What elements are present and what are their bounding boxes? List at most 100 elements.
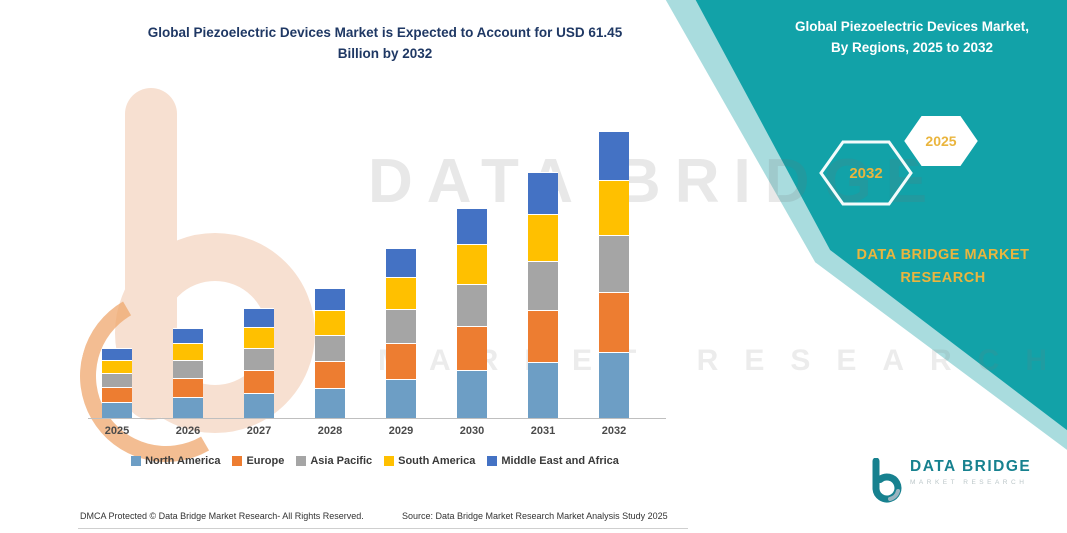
brand-wordmark-line2: RESEARCH [900, 270, 986, 286]
x-axis-label-2025: 2025 [104, 425, 130, 437]
legend-item-asia-pacific: Asia Pacific [296, 455, 372, 467]
bar-segment-asia-pacific [528, 261, 558, 310]
bar-segment-europe [173, 378, 203, 397]
bar-segment-south-america [457, 244, 487, 284]
bar-segment-north-america [173, 397, 203, 418]
bar-segment-south-america [528, 214, 558, 261]
databridge-logo: DATA BRIDGE MARKET RESEARCH [866, 458, 1031, 504]
source-notice: Source: Data Bridge Market Research Mark… [402, 511, 668, 521]
bar-segment-south-america [102, 360, 132, 373]
legend-swatch [232, 456, 243, 466]
chart-title-line1: Global Piezoelectric Devices Market is E… [147, 25, 623, 40]
chart-title: Global Piezoelectric Devices Market is E… [85, 22, 685, 64]
x-axis-label-2030: 2030 [459, 425, 485, 437]
bar-segment-europe [244, 370, 274, 393]
x-axis-label-2026: 2026 [175, 425, 201, 437]
bar-segment-asia-pacific [102, 373, 132, 387]
x-axis-label-2032: 2032 [601, 425, 627, 437]
bar-segment-middle-east-and-africa [528, 172, 558, 214]
databridge-logo-subtitle: MARKET RESEARCH [910, 479, 1028, 486]
bar-2031 [528, 172, 558, 418]
bar-segment-south-america [599, 180, 629, 235]
plot-area [88, 118, 666, 419]
dmca-notice: DMCA Protected © Data Bridge Market Rese… [80, 511, 364, 521]
bar-segment-south-america [315, 310, 345, 335]
bar-2032 [599, 131, 629, 418]
bar-2027 [244, 308, 274, 418]
legend-swatch [131, 456, 142, 466]
bar-segment-north-america [315, 388, 345, 418]
bar-segment-asia-pacific [173, 360, 203, 378]
bar-segment-middle-east-and-africa [315, 288, 345, 310]
watermark-brand-text: DATA BRIDGE [368, 147, 942, 216]
bar-segment-north-america [457, 370, 487, 418]
bar-segment-south-america [173, 343, 203, 360]
legend-item-south-america: South America [384, 455, 475, 467]
bar-2026 [173, 328, 203, 418]
brand-wordmark-line1: DATA BRIDGE MARKET [856, 247, 1030, 263]
bar-segment-north-america [244, 393, 274, 418]
x-axis-label-2031: 2031 [530, 425, 556, 437]
hexagon-2025-badge: 2025 [901, 112, 981, 170]
brand-wordmark: DATA BRIDGE MARKET RESEARCH [843, 244, 1043, 290]
legend-swatch [487, 456, 498, 466]
bar-segment-middle-east-and-africa [457, 208, 487, 244]
bar-segment-middle-east-and-africa [102, 348, 132, 360]
bar-segment-north-america [102, 402, 132, 418]
bar-segment-europe [315, 361, 345, 388]
hexagon-2032-outline-icon [819, 140, 913, 206]
legend-label: Asia Pacific [310, 455, 373, 467]
watermark-stem-shape [125, 88, 177, 420]
bar-segment-asia-pacific [599, 235, 629, 292]
databridge-logo-text: DATA BRIDGE MARKET RESEARCH [910, 458, 1031, 486]
legend-label: Middle East and Africa [501, 455, 619, 467]
legend-item-europe: Europe [232, 455, 284, 467]
right-panel-title-line1: Global Piezoelectric Devices Market, [794, 19, 1030, 34]
legend-label: South America [398, 455, 476, 467]
bar-segment-europe [386, 343, 416, 379]
bar-2029 [386, 248, 416, 418]
bar-segment-europe [102, 387, 132, 402]
bar-segment-north-america [528, 362, 558, 418]
bar-2028 [315, 288, 345, 418]
bar-segment-north-america [599, 352, 629, 418]
right-panel-title: Global Piezoelectric Devices Market, By … [768, 16, 1056, 58]
legend-swatch [296, 456, 307, 466]
bar-segment-asia-pacific [457, 284, 487, 326]
hexagon-2025-outline-icon [901, 114, 981, 168]
footer-divider [78, 528, 688, 529]
bar-2030 [457, 208, 487, 418]
x-axis-label-2029: 2029 [388, 425, 414, 437]
chart-title-line2: Billion by 2032 [337, 46, 433, 61]
bar-segment-middle-east-and-africa [599, 131, 629, 180]
bar-segment-south-america [244, 327, 274, 348]
databridge-logo-title: DATA BRIDGE [910, 458, 1032, 475]
databridge-logo-icon [872, 458, 902, 503]
legend-item-north-america: North America [131, 455, 220, 467]
right-panel-title-line2: By Regions, 2025 to 2032 [830, 40, 994, 55]
x-axis-labels: 2025 2026 2027 2028 2029 2030 2031 2032 [88, 425, 666, 441]
legend: North America Europe Asia Pacific South Ame… [78, 455, 672, 467]
bar-segment-europe [599, 292, 629, 352]
bar-segment-north-america [386, 379, 416, 418]
bar-segment-middle-east-and-africa [386, 248, 416, 277]
legend-label: North America [145, 455, 221, 467]
legend-item-middle-east-and-africa: Middle East and Africa [487, 455, 619, 467]
bar-segment-europe [457, 326, 487, 370]
hexagon-2025-label: 2025 [925, 133, 957, 149]
legend-label: Europe [246, 455, 285, 467]
bar-segment-middle-east-and-africa [244, 308, 274, 327]
legend-swatch [384, 456, 395, 466]
hexagon-2032-badge: 2032 [818, 138, 914, 208]
x-axis-label-2028: 2028 [317, 425, 343, 437]
hexagon-2032-label: 2032 [849, 164, 883, 182]
bar-segment-middle-east-and-africa [173, 328, 203, 343]
bar-segment-south-america [386, 277, 416, 309]
bar-2025 [102, 348, 132, 418]
bar-segment-asia-pacific [315, 335, 345, 361]
databridge-watermark-logo [60, 85, 345, 482]
x-axis-label-2027: 2027 [246, 425, 272, 437]
bar-segment-asia-pacific [386, 309, 416, 343]
bar-segment-asia-pacific [244, 348, 274, 370]
